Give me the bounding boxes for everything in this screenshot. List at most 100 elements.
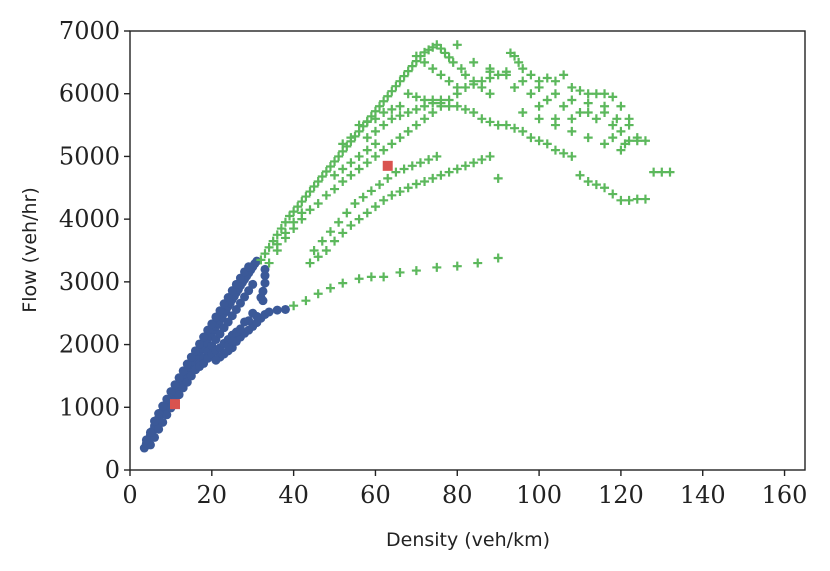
data-point-s0-87	[162, 394, 172, 404]
data-point-s1-163	[493, 173, 503, 183]
axes-layer: 0 20 40 60 80 100 120 140 160 0 1000 2000 3000 4000 50…	[59, 17, 808, 509]
data-point-s1-207	[616, 126, 626, 136]
data-point-s1-47	[448, 57, 458, 67]
y-tick-label: 4000	[59, 205, 120, 233]
data-point-s1-10	[297, 197, 307, 207]
data-point-s1-231	[420, 57, 430, 67]
data-point-s1-237	[469, 76, 479, 86]
data-point-s1-239	[485, 89, 495, 99]
data-point-s1-104	[616, 195, 626, 205]
data-point-s1-130	[411, 92, 421, 102]
data-point-s1-31	[383, 91, 393, 101]
data-point-s1-188	[395, 267, 405, 277]
data-point-s1-222	[550, 89, 560, 99]
data-point-s1-234	[444, 76, 454, 86]
data-point-s1-15	[317, 171, 327, 181]
data-point-s1-229	[485, 67, 495, 77]
y-axis-label: Flow (veh/hr)	[19, 187, 41, 312]
data-point-s1-146	[354, 214, 364, 224]
data-point-s1-32	[387, 86, 397, 96]
data-point-s2-0	[170, 399, 180, 410]
data-point-s0-95	[195, 339, 205, 349]
data-point-s1-258	[289, 217, 299, 227]
data-point-s1-203	[567, 114, 577, 124]
data-point-s1-228	[469, 57, 479, 67]
data-point-s1-173	[383, 173, 393, 183]
data-point-s1-214	[591, 114, 601, 124]
data-point-s0-141	[260, 264, 270, 274]
data-point-s0-100	[215, 306, 225, 316]
data-point-s1-206	[608, 120, 618, 130]
data-point-s1-58	[330, 184, 340, 194]
data-point-s0-130	[272, 305, 282, 315]
data-point-s1-249	[436, 95, 446, 105]
data-point-s1-119	[518, 126, 528, 136]
data-point-s1-61	[354, 164, 364, 174]
data-point-s1-192	[473, 258, 483, 268]
data-point-s1-160	[469, 158, 479, 168]
data-point-s1-155	[428, 173, 438, 183]
data-point-s1-165	[317, 236, 327, 246]
data-point-s1-236	[460, 70, 470, 80]
data-point-s1-209	[510, 82, 520, 92]
data-point-s1-111	[550, 145, 560, 155]
data-point-s1-82	[514, 57, 524, 67]
data-point-s1-211	[542, 95, 552, 105]
data-point-s1-178	[424, 155, 434, 165]
x-tick-label: 160	[762, 481, 808, 509]
data-point-s1-67	[403, 126, 413, 136]
data-point-s0-144	[252, 311, 262, 321]
data-point-s1-182	[313, 289, 323, 299]
data-point-s1-129	[403, 89, 413, 99]
data-point-s1-190	[432, 262, 442, 272]
data-point-s1-147	[362, 208, 372, 218]
x-tick-label: 100	[516, 481, 562, 509]
data-point-s0-107	[244, 262, 254, 272]
data-point-s1-87	[550, 76, 560, 86]
x-tick-label: 80	[442, 481, 473, 509]
data-point-s1-118	[510, 123, 520, 133]
data-point-s1-103	[608, 189, 618, 199]
data-point-s0-90	[174, 373, 184, 383]
data-point-s1-136	[362, 117, 372, 127]
data-point-s1-29	[375, 101, 385, 111]
data-point-s0-58	[154, 424, 164, 434]
data-point-s1-242	[379, 120, 389, 130]
data-point-s0-88	[166, 387, 176, 397]
data-point-s1-252	[346, 158, 356, 168]
data-point-s0-85	[154, 409, 164, 419]
data-point-s1-241	[370, 126, 380, 136]
data-point-s1-120	[477, 114, 487, 124]
data-point-s1-89	[567, 82, 577, 92]
data-point-s1-255	[370, 139, 380, 149]
data-point-s0-138	[258, 296, 268, 306]
data-point-s1-185	[354, 274, 364, 284]
data-point-s1-240	[362, 133, 372, 143]
data-point-s1-164	[309, 246, 319, 255]
data-point-s1-221	[534, 82, 544, 92]
data-point-s1-69	[420, 114, 430, 124]
data-point-s1-216	[620, 139, 630, 149]
data-point-s1-197	[583, 133, 593, 143]
data-point-s1-154	[420, 177, 430, 187]
data-point-s1-230	[411, 51, 421, 61]
data-point-s1-158	[452, 164, 462, 174]
data-point-s1-46	[444, 52, 454, 62]
data-point-s1-93	[600, 89, 610, 99]
data-point-s1-246	[411, 104, 421, 114]
y-tick-label: 0	[105, 456, 120, 484]
y-tick-label: 5000	[59, 142, 120, 170]
data-point-s1-150	[387, 190, 397, 200]
data-point-s1-88	[559, 70, 569, 80]
data-point-s1-132	[379, 108, 389, 118]
data-point-s1-153	[411, 179, 421, 189]
x-tick-label: 0	[122, 481, 137, 509]
data-point-s1-232	[428, 64, 438, 74]
data-point-s1-174	[391, 167, 401, 177]
data-point-s1-162	[485, 151, 495, 161]
data-point-s0-145	[227, 336, 237, 346]
data-point-s1-135	[354, 120, 364, 130]
data-point-s1-235	[452, 82, 462, 92]
data-point-s1-193	[493, 253, 503, 263]
